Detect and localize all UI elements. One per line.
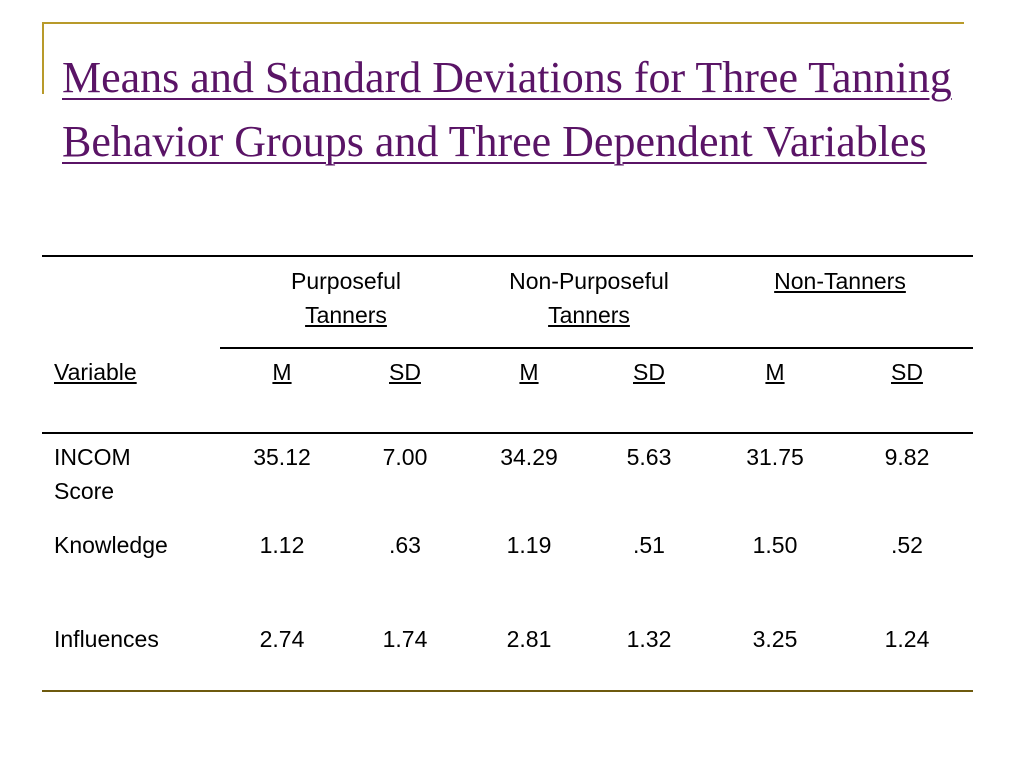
group-header-line: Tanners	[305, 302, 387, 328]
table-bottom-rule	[42, 690, 973, 692]
variable-column-header: Variable	[54, 359, 137, 385]
sub-header-m: M	[272, 359, 292, 385]
table-cell: 1.32	[626, 626, 672, 652]
sub-header-sd: SD	[891, 359, 923, 385]
sub-header-sd: SD	[389, 359, 421, 385]
table-cell: .63	[389, 532, 421, 558]
row-label-knowledge: Knowledge	[54, 532, 168, 558]
group-header-non-purposeful-tanners: Non-Purposeful Tanners	[469, 264, 709, 332]
table-cell: 1.74	[382, 626, 428, 652]
table-cell: 35.12	[253, 444, 311, 470]
table-cell: 1.24	[884, 626, 930, 652]
table-cell: 5.63	[626, 444, 672, 470]
table-cell: 3.25	[752, 626, 798, 652]
row-label-incom-score: INCOM Score	[54, 444, 131, 504]
table-cell: 9.82	[884, 444, 930, 470]
group-header-line: Purposeful	[291, 268, 401, 294]
group-header-line: Tanners	[548, 302, 630, 328]
group-header-rule	[220, 347, 973, 349]
table-cell: 1.50	[752, 532, 798, 558]
slide-title: Means and Standard Deviations for Three …	[62, 53, 952, 166]
table-cell: 1.19	[506, 532, 552, 558]
table-cell: 7.00	[382, 444, 428, 470]
row-label-influences: Influences	[54, 626, 159, 652]
sub-header-m: M	[519, 359, 539, 385]
table-cell: 1.12	[259, 532, 305, 558]
sub-header-m: M	[765, 359, 785, 385]
group-header-purposeful-tanners: Purposeful Tanners	[226, 264, 466, 332]
table-cell: 34.29	[500, 444, 558, 470]
group-header-line: Non-Purposeful	[509, 268, 669, 294]
group-header-non-tanners: Non-Tanners	[720, 264, 960, 298]
slide-frame-top-line	[42, 22, 964, 24]
table-cell: .51	[633, 532, 665, 558]
sub-header-sd: SD	[633, 359, 665, 385]
slide-frame-left-line	[42, 22, 44, 94]
table-cell: 2.74	[259, 626, 305, 652]
table-cell: 31.75	[746, 444, 804, 470]
group-header-line: Non-Tanners	[774, 268, 906, 294]
table-top-rule	[42, 255, 973, 257]
table-cell: 2.81	[506, 626, 552, 652]
table-cell: .52	[891, 532, 923, 558]
header-bottom-rule	[42, 432, 973, 434]
